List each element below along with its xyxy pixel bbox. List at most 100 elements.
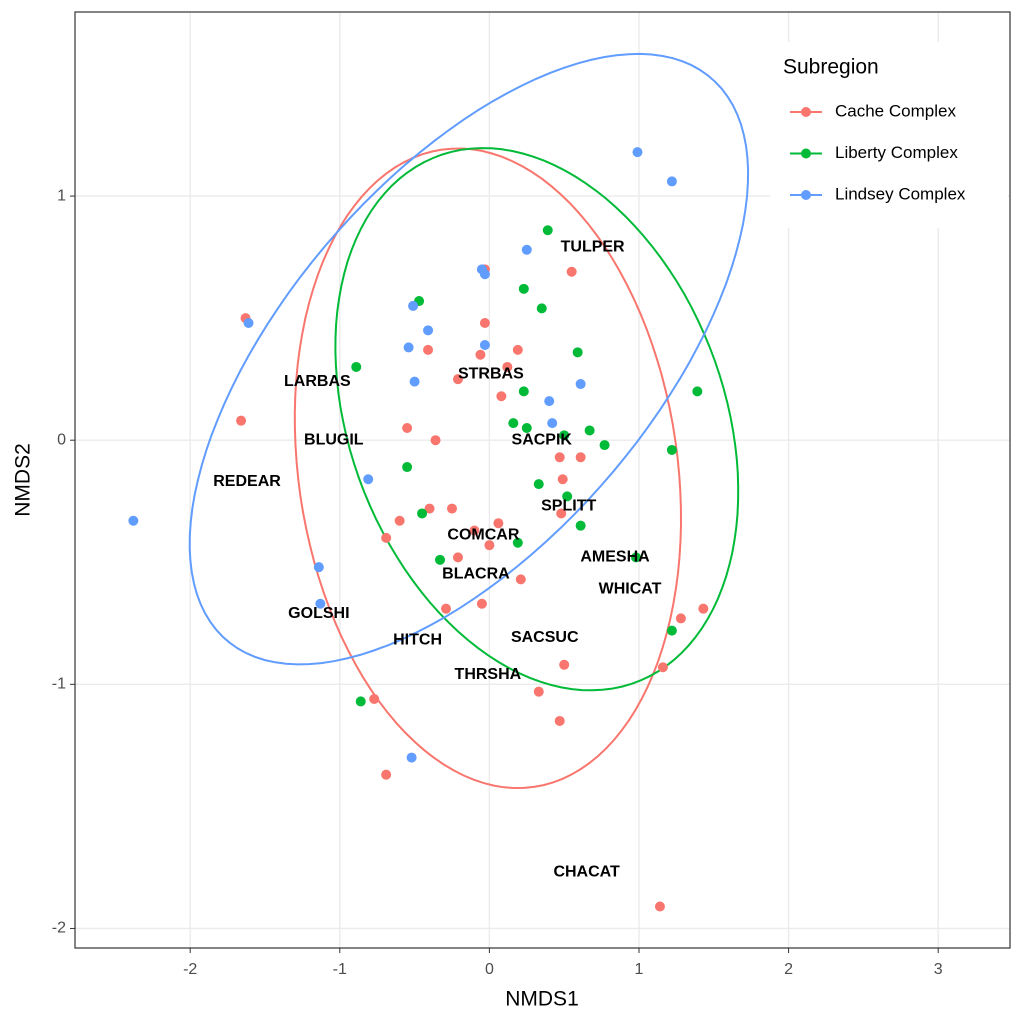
point (381, 769, 392, 780)
species-label: AMESHA (580, 549, 650, 566)
x-tick-label: 3 (934, 961, 943, 978)
point (408, 300, 419, 311)
point (313, 562, 324, 573)
point (452, 552, 463, 563)
point (521, 423, 532, 433)
legend-key-point (801, 190, 811, 200)
point (479, 318, 490, 329)
ellipse (188, 52, 750, 666)
point (446, 503, 457, 514)
point (435, 554, 446, 565)
point (572, 347, 583, 358)
points (128, 147, 709, 912)
point (666, 176, 677, 187)
species-labels: TULPER LARBAS STRBAS BLUGIL SACPIK REDEAR SPLI… (213, 239, 661, 881)
legend-title: Subregion (783, 56, 879, 79)
point (533, 686, 544, 697)
species-label: SACPIK (512, 431, 573, 448)
point (533, 479, 544, 490)
point (479, 269, 490, 280)
point (351, 361, 362, 372)
point (657, 662, 668, 673)
point (556, 508, 567, 519)
y-tick-label: -1 (52, 676, 66, 693)
species-label: CHACAT (553, 864, 620, 881)
point (369, 693, 380, 704)
legend-label: Lindsey Complex (835, 184, 966, 203)
point (424, 503, 435, 514)
point (584, 425, 595, 436)
point (518, 386, 529, 397)
point (423, 344, 434, 355)
point (666, 625, 677, 636)
point (402, 462, 413, 473)
x-tick-label: -1 (333, 961, 347, 978)
x-axis-title: NMDS1 (505, 988, 579, 1011)
point (544, 396, 555, 407)
y-axis-title: NMDS2 (12, 443, 35, 517)
point (502, 361, 513, 372)
point (355, 696, 366, 707)
x-tick-label: 1 (635, 961, 644, 978)
legend-label: Cache Complex (835, 101, 956, 120)
point (402, 423, 413, 433)
point (554, 715, 565, 726)
axes: -2 -1 0 1 2 3 -2 -1 0 1 (52, 187, 943, 978)
ellipses (188, 52, 750, 790)
point (666, 444, 677, 455)
species-label: GOLSHI (288, 605, 349, 622)
x-tick-label: 0 (485, 961, 494, 978)
point (521, 244, 532, 255)
point (452, 374, 463, 385)
point (554, 452, 565, 463)
point (698, 603, 709, 614)
y-tick-label: 0 (57, 431, 66, 448)
point (575, 452, 586, 463)
point (632, 147, 643, 158)
ellipse (293, 147, 683, 790)
point (441, 603, 452, 614)
species-label: SPLITT (541, 497, 596, 514)
point (508, 418, 519, 429)
point (692, 386, 703, 397)
legend-label: Liberty Complex (835, 143, 958, 162)
point (547, 418, 558, 429)
species-label: THRSHA (455, 666, 522, 683)
point (575, 520, 586, 531)
species-label: TULPER (561, 239, 625, 256)
species-label: STRBAS (458, 366, 524, 383)
species-label: HITCH (393, 632, 442, 649)
legend: Subregion Cache Complex Liberty Complex Li… (770, 42, 1008, 228)
point (406, 752, 417, 763)
point (484, 540, 495, 551)
point (575, 379, 586, 390)
point (469, 525, 480, 536)
point (479, 339, 490, 350)
point (243, 318, 254, 329)
panel-border (74, 11, 1011, 949)
legend-key-point (801, 148, 811, 159)
x-tick-label: 2 (784, 961, 793, 978)
point (631, 552, 641, 563)
point (512, 537, 523, 548)
point (536, 303, 547, 314)
point (654, 901, 665, 912)
species-label: BLUGIL (304, 431, 364, 448)
legend-key-point (801, 107, 811, 117)
point (599, 440, 610, 451)
point (559, 659, 570, 670)
species-label: COMCAR (447, 527, 519, 544)
point (128, 515, 139, 526)
point (496, 391, 507, 402)
point (559, 430, 570, 441)
species-label: LARBAS (284, 373, 351, 390)
point (557, 474, 568, 485)
point (562, 491, 573, 502)
point (430, 435, 441, 446)
point (512, 344, 523, 355)
point (363, 474, 374, 485)
species-label: REDEAR (213, 473, 281, 490)
y-tick-label: -2 (52, 920, 66, 937)
point (236, 415, 247, 426)
